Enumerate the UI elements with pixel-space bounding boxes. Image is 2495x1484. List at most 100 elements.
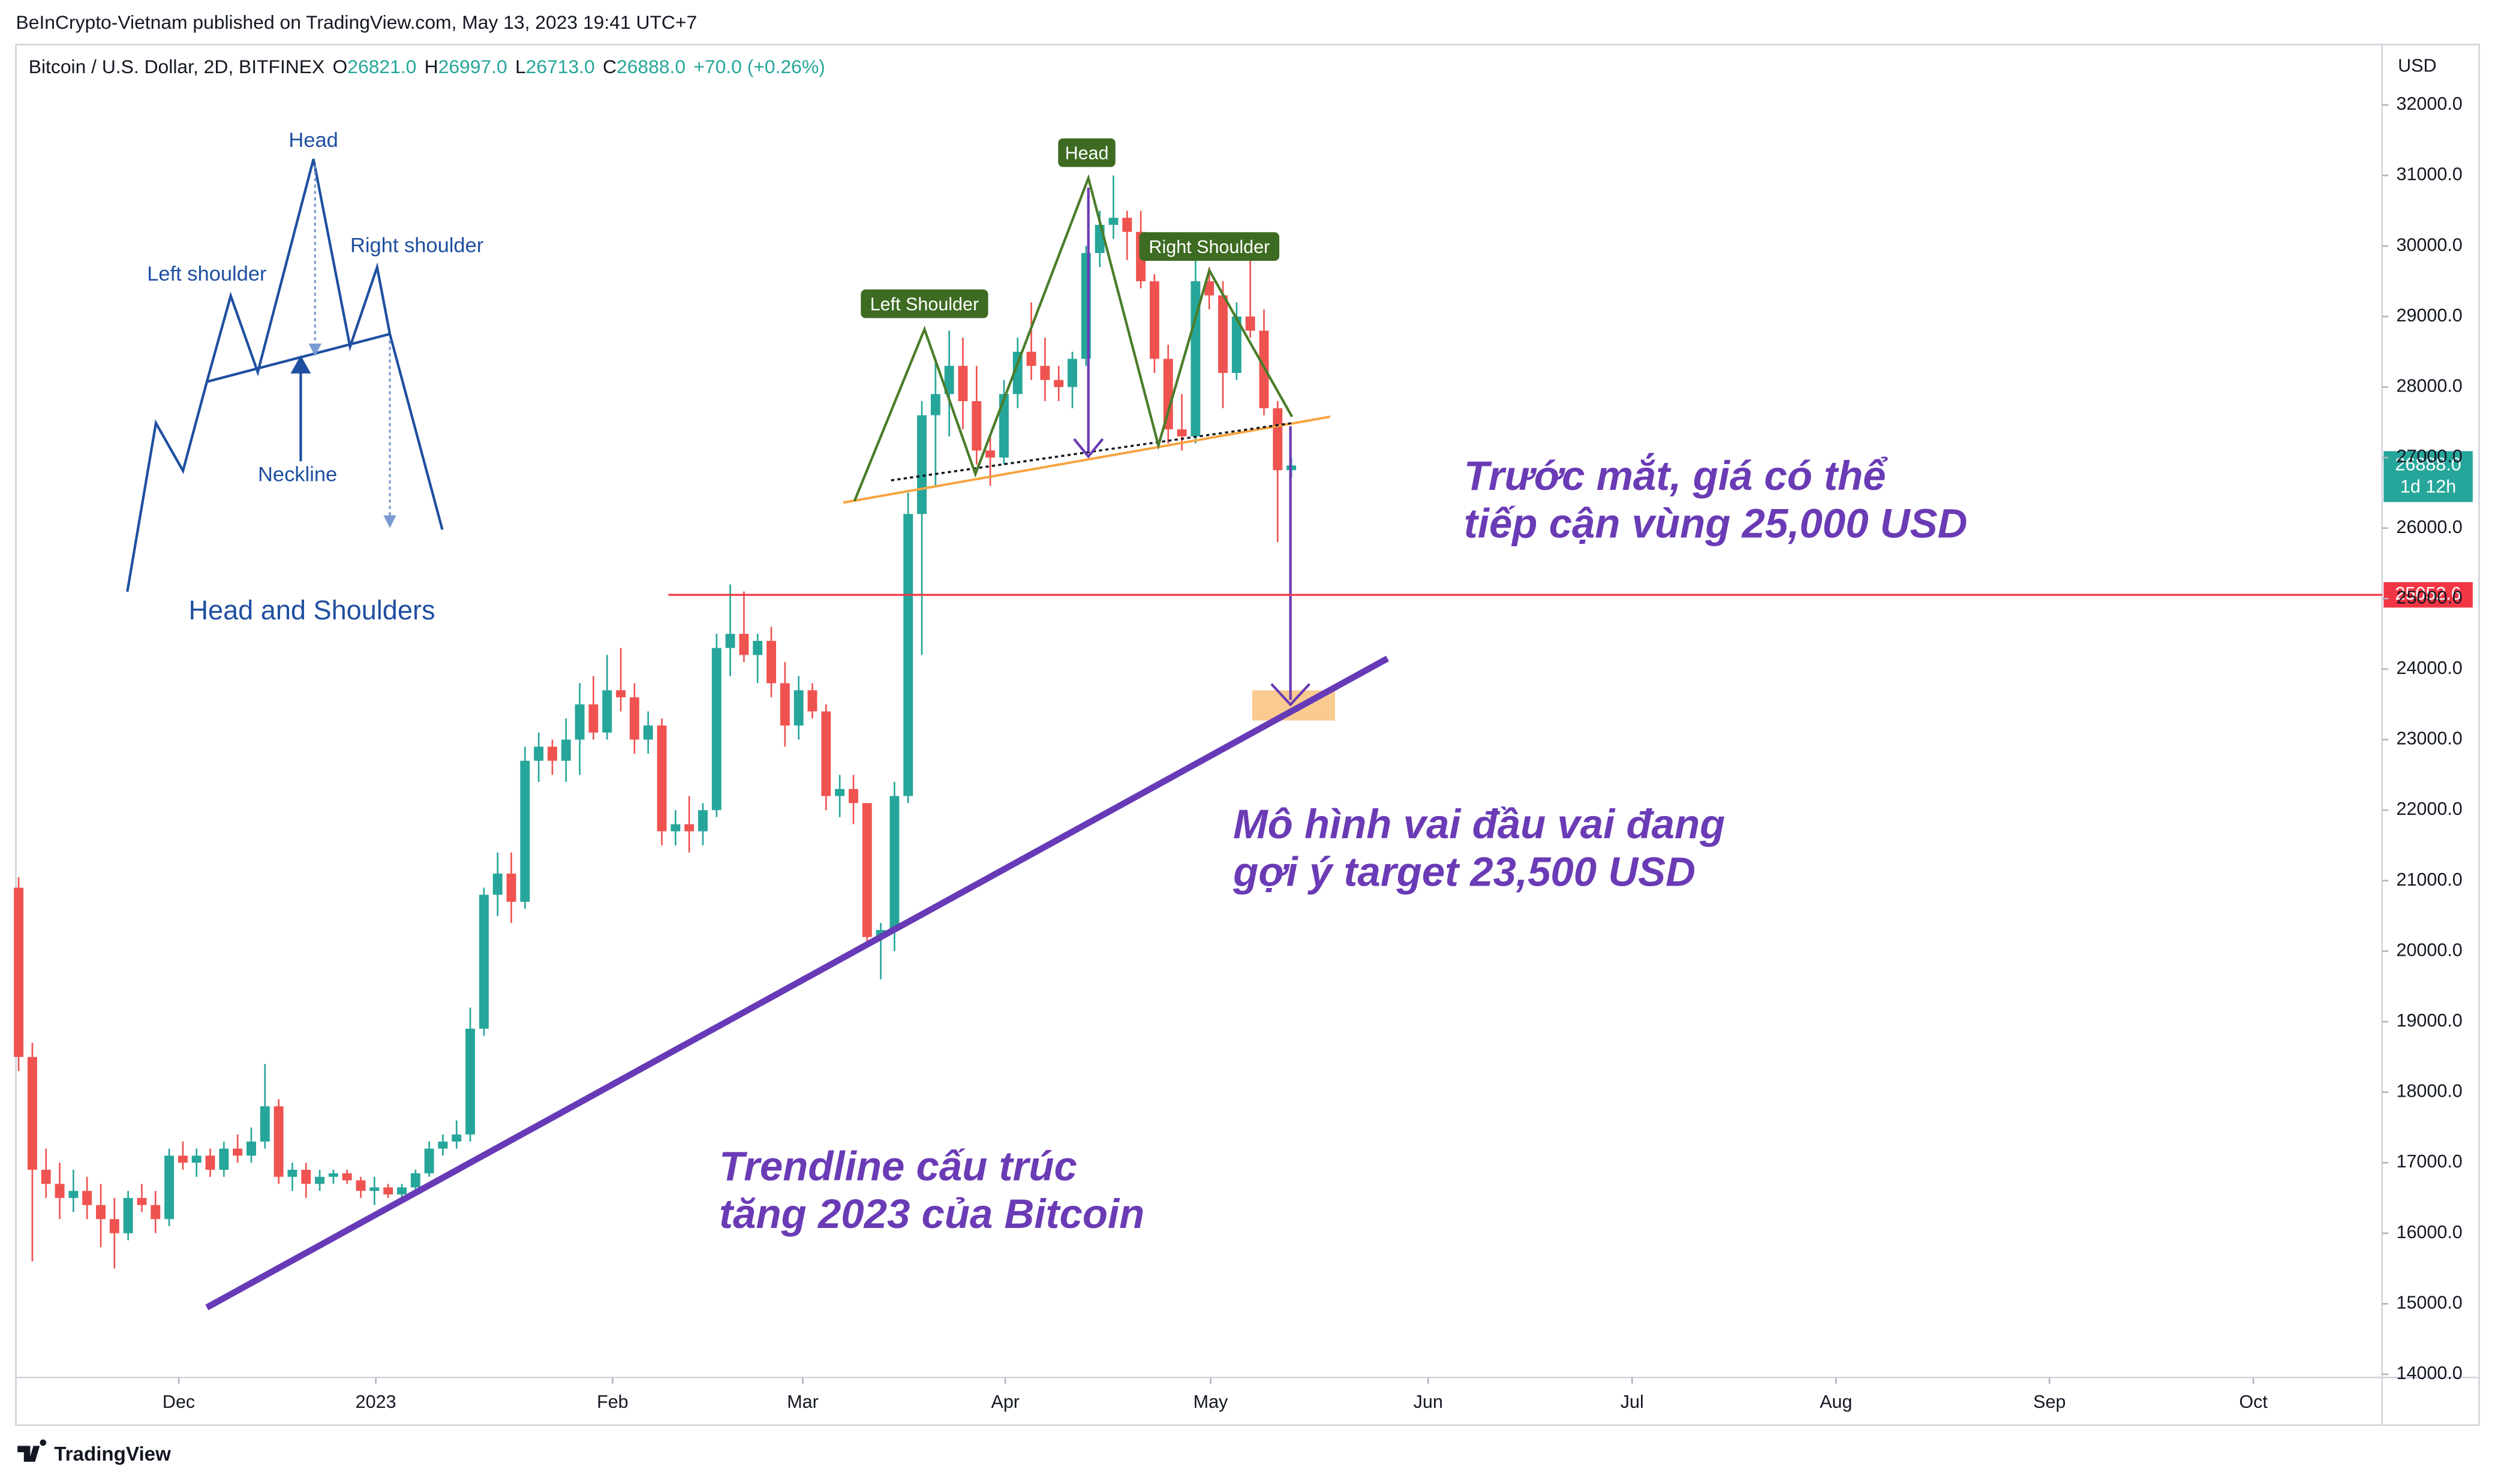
x-tick-label: 2023 (356, 1392, 396, 1412)
note: tiếp cận vùng 25,000 USD (1464, 501, 1967, 547)
candle-body (629, 697, 639, 740)
y-tick-label: 20000.0 (2397, 940, 2463, 960)
candle-body (1054, 380, 1064, 387)
candle-body (835, 788, 845, 796)
candle-body (985, 450, 996, 458)
legend-value: 26821.0 (347, 56, 416, 77)
candle-body (465, 1028, 476, 1135)
note: Mô hình vai đầu vai đang (1233, 801, 1725, 847)
legend-label: O (333, 56, 348, 77)
pattern-label-box (1139, 232, 1280, 261)
x-tick-label: Dec (163, 1392, 195, 1412)
x-tick-label: Sep (2033, 1392, 2066, 1412)
y-tick-label: 17000.0 (2397, 1151, 2463, 1172)
candle-body (191, 1155, 202, 1163)
candle-body (1218, 295, 1228, 373)
candle-body (27, 1056, 37, 1170)
note: Trước mắt, giá có thể (1464, 453, 1888, 499)
candle-body (14, 887, 24, 1057)
x-tick-label: May (1194, 1392, 1228, 1412)
legend-value: 26888.0 (617, 56, 686, 77)
candle-body (725, 634, 735, 648)
y-tick-label: 32000.0 (2397, 94, 2463, 114)
candle-body (575, 704, 585, 740)
candle-body (123, 1197, 133, 1233)
y-tick-label: 23000.0 (2397, 729, 2463, 749)
candle-body (383, 1187, 393, 1195)
drawings (205, 174, 1390, 1311)
x-tick-label: Jun (1414, 1392, 1443, 1412)
y-axis-label: USD (2398, 55, 2436, 76)
legend-label: C (603, 56, 617, 77)
candle-body (862, 803, 872, 937)
candle-body (1245, 316, 1255, 331)
candle-body (807, 690, 817, 712)
candle-body (602, 690, 612, 733)
y-tick-label: 30000.0 (2397, 234, 2463, 255)
schematic (126, 158, 444, 592)
candle-body (848, 788, 858, 803)
candle-body (205, 1155, 215, 1170)
candle-body (342, 1173, 352, 1181)
candle-body (753, 640, 763, 655)
schematic-pattern (126, 158, 444, 592)
candle-body (479, 895, 489, 1029)
y-tick-label: 21000.0 (2397, 869, 2463, 890)
schematic-arrowhead (383, 515, 396, 528)
candle-body (1040, 366, 1050, 380)
candle-body (328, 1173, 338, 1177)
candle-body (68, 1191, 79, 1198)
x-tick-label: Apr (991, 1392, 1019, 1412)
legend-label: L (515, 56, 526, 77)
candle-body (671, 824, 681, 832)
candle-body (1108, 218, 1119, 225)
x-tick-label: Jul (1621, 1392, 1644, 1412)
pattern-label: Head (1065, 143, 1109, 163)
candle-body (520, 760, 530, 902)
x-tick-label: Mar (787, 1392, 819, 1412)
candle-body (506, 873, 516, 902)
candle-body (1026, 351, 1036, 366)
candle-body (903, 514, 913, 796)
legend-title: Bitcoin / U.S. Dollar, 2D, BITFINEX (29, 56, 325, 77)
neckline-dotted (891, 422, 1292, 481)
y-tick-label: 31000.0 (2397, 164, 2463, 185)
candle-body (793, 690, 804, 726)
candle-body (739, 634, 749, 655)
candle-body (55, 1184, 65, 1198)
x-tick-label: Aug (1820, 1392, 1852, 1412)
schematic-arrowhead (290, 355, 311, 374)
candle-body (137, 1197, 147, 1205)
note: tăng 2023 của Bitcoin (719, 1191, 1144, 1237)
candle-body (1204, 281, 1215, 296)
candle-body (315, 1176, 325, 1184)
candle-body (1177, 429, 1187, 437)
candle-body (1163, 359, 1173, 430)
legend: Bitcoin / U.S. Dollar, 2D, BITFINEX O2682… (29, 56, 825, 77)
arrowhead (1073, 438, 1104, 459)
y-tick-label: 15000.0 (2397, 1292, 2463, 1313)
y-tick-label: 19000.0 (2397, 1010, 2463, 1031)
candle-body (944, 366, 954, 395)
schematic-neckline (206, 333, 390, 383)
candle-body (369, 1187, 380, 1191)
candle-body (1191, 281, 1201, 437)
y-tick-label: 29000.0 (2397, 305, 2463, 326)
candle-body (917, 415, 927, 514)
candle-body (233, 1148, 243, 1156)
price-label: 25052.6 (2395, 583, 2461, 604)
overlay: 25052.6 26888.01d 12h Left Shoulder Head Rig… (668, 138, 2473, 1237)
schematic-label: Neckline (258, 463, 337, 486)
candle-body (616, 690, 626, 697)
candle-body (438, 1141, 448, 1149)
pattern-label: Right Shoulder (1149, 237, 1270, 257)
candle-body (397, 1187, 407, 1195)
pattern-label-box (1058, 138, 1116, 167)
y-tick-label: 22000.0 (2397, 799, 2463, 819)
candle-body (410, 1173, 420, 1188)
x-tick-label: Oct (2239, 1392, 2268, 1412)
last-price-label: 26888.0 (2395, 454, 2461, 474)
y-tick-label: 28000.0 (2397, 376, 2463, 396)
